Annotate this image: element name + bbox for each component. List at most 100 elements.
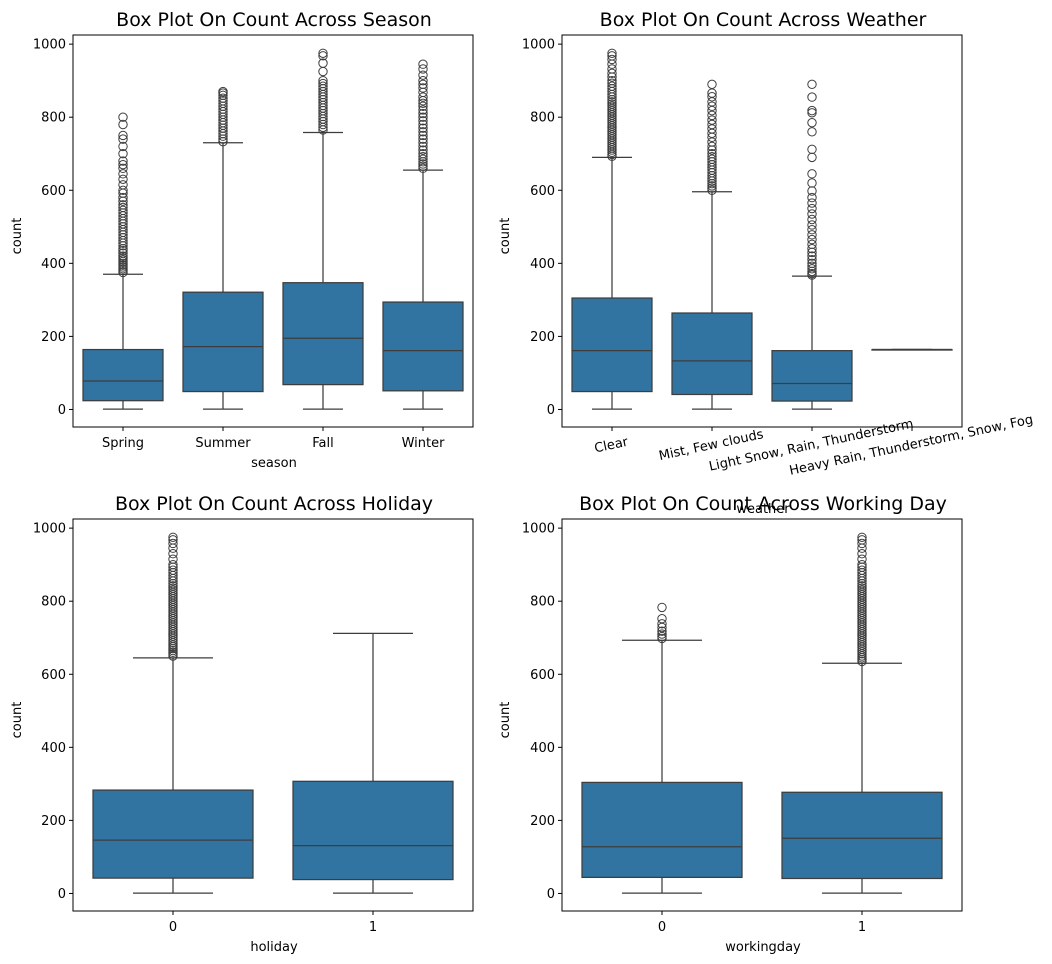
outlier-point	[118, 156, 128, 166]
outlier-point	[418, 98, 428, 109]
x-tick-label: 1	[369, 920, 377, 935]
outlier-point	[118, 134, 128, 144]
outlier-point	[318, 51, 328, 61]
chart-title: Box Plot On Count Across Working Day	[579, 493, 947, 515]
outlier-point	[807, 198, 817, 208]
outlier-point	[807, 239, 817, 250]
outlier-point	[418, 101, 428, 111]
outlier-point	[857, 549, 867, 559]
outlier-point	[807, 268, 817, 279]
outlier-point	[118, 159, 128, 170]
y-tick-label: 800	[530, 111, 555, 126]
outlier-point	[807, 258, 817, 269]
axes-frame	[72, 518, 474, 912]
outlier-point	[418, 83, 428, 93]
outlier-point	[707, 183, 717, 193]
axes-frame	[561, 518, 963, 912]
outlier-point	[418, 79, 428, 90]
outlier-point	[168, 585, 178, 595]
y-tick-label: 600	[41, 668, 66, 683]
y-tick-label: 0	[547, 887, 555, 902]
outlier-point	[418, 108, 428, 119]
outlier-point	[418, 59, 428, 69]
chart-title: Box Plot On Count Across Season	[116, 9, 432, 31]
outlier-point	[707, 115, 717, 125]
outlier-point	[418, 70, 428, 80]
x-tick-label: Clear	[593, 435, 630, 457]
subplot-holiday: Box Plot On Count Across Holiday 0 200 400…	[10, 493, 474, 955]
outlier-point	[857, 559, 867, 570]
y-tick-label: 600	[41, 184, 66, 199]
outlier-point	[418, 112, 428, 122]
outlier-point	[607, 54, 617, 65]
subplot-workingday: Box Plot On Count Across Working Day 0 20…	[498, 493, 963, 955]
outlier-point	[418, 75, 428, 86]
outlier-point	[657, 614, 667, 624]
outlier-point	[118, 163, 128, 174]
outlier-point	[418, 134, 428, 144]
outlier-point	[657, 629, 667, 639]
outlier-point	[807, 105, 817, 116]
box	[771, 350, 853, 402]
x-tick-label: 0	[658, 920, 666, 935]
y-tick-label: 200	[530, 330, 555, 345]
y-tick-label: 200	[530, 814, 555, 829]
outlier-point	[168, 538, 178, 549]
outlier-point	[807, 127, 817, 137]
outlier-point	[318, 75, 328, 86]
outlier-point	[607, 97, 617, 107]
x-axis-label: season	[251, 456, 297, 471]
box	[671, 312, 753, 396]
outlier-point	[118, 192, 128, 203]
outlier-point	[857, 538, 867, 549]
y-tick-label: 800	[530, 595, 555, 610]
axes-frame	[561, 34, 963, 428]
outlier-point	[168, 583, 178, 593]
outlier-point	[807, 214, 817, 225]
outlier-point	[418, 127, 428, 137]
x-axis-label: weather	[736, 502, 790, 517]
outlier-point	[418, 145, 428, 155]
outlier-point	[418, 159, 428, 169]
y-axis-label: count	[10, 218, 25, 255]
outlier-point	[118, 141, 128, 152]
outlier-point	[607, 64, 617, 74]
outlier-point	[168, 549, 178, 559]
outlier-point	[807, 220, 817, 230]
outlier-point	[707, 101, 717, 111]
outlier-point	[807, 117, 817, 128]
outlier-point	[707, 141, 717, 152]
outlier-point	[857, 532, 867, 542]
outlier-point	[318, 58, 328, 68]
outlier-point	[807, 261, 817, 271]
y-tick-label: 400	[41, 257, 66, 272]
outlier-point	[318, 48, 328, 58]
outlier-point	[707, 79, 717, 90]
y-tick-label: 400	[530, 257, 555, 272]
y-tick-label: 200	[41, 814, 66, 829]
outlier-point	[118, 248, 128, 258]
x-tick-label: 0	[169, 920, 177, 935]
outlier-point	[218, 90, 228, 100]
y-axis-label: count	[10, 702, 25, 739]
box	[282, 282, 364, 386]
outlier-point	[807, 192, 817, 203]
outlier-point	[418, 154, 428, 164]
y-tick-label: 600	[530, 668, 555, 683]
outlier-point	[807, 230, 817, 240]
y-tick-label: 0	[547, 403, 555, 418]
outlier-point	[807, 108, 817, 118]
outlier-point	[857, 535, 867, 545]
outlier-point	[168, 532, 178, 542]
outlier-point	[418, 116, 428, 126]
outlier-point	[118, 180, 128, 190]
plot-area: 0 200 400 600 800 1000 0 1	[522, 518, 963, 935]
outlier-point	[418, 161, 428, 171]
outlier-point	[168, 581, 178, 591]
outlier-point	[707, 119, 717, 130]
outlier-point	[418, 64, 428, 74]
y-tick-label: 600	[530, 184, 555, 199]
outlier-point	[707, 110, 717, 121]
outlier-point	[807, 234, 817, 245]
outlier-point	[418, 163, 428, 174]
